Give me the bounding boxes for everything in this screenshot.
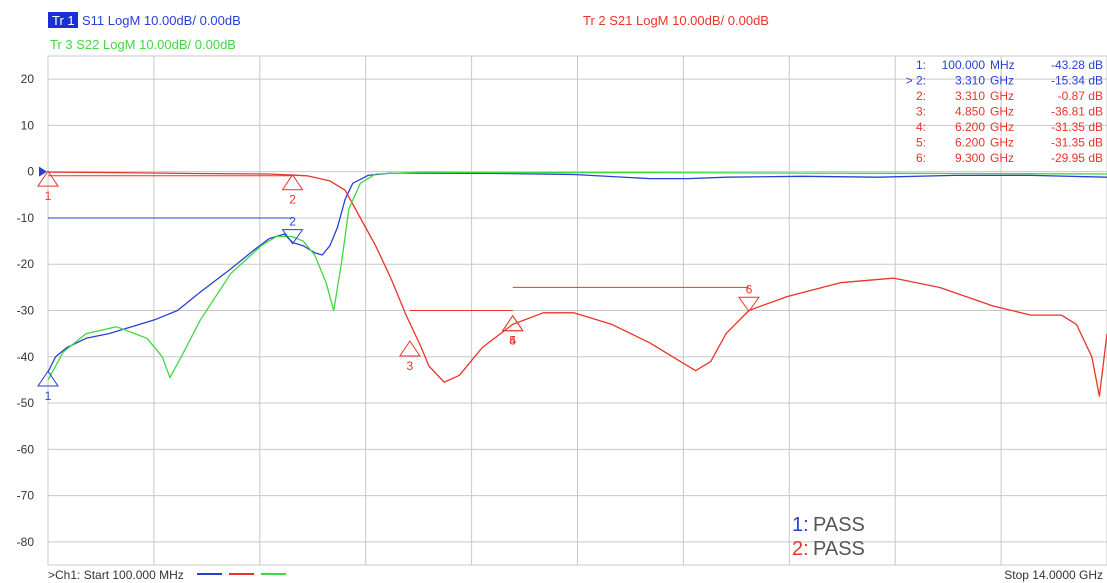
marker-5-s21[interactable]: 5 (501, 314, 524, 348)
marker-value: -0.87 dB (1058, 89, 1103, 103)
marker-table-row[interactable]: 5: 6.200 GHz -31.35 dB (916, 136, 1103, 150)
limit-test-number: 1: (792, 514, 809, 536)
y-tick-label: -80 (17, 535, 35, 549)
marker-freq: 100.000 (942, 58, 986, 72)
marker-6-s21[interactable]: 6 (737, 282, 760, 313)
y-tick-label: -30 (17, 304, 35, 318)
marker-label: 1 (45, 389, 52, 403)
stop-label[interactable]: Stop 14.0000 GHz (1004, 568, 1103, 582)
marker-1-s21[interactable]: 1 (37, 170, 59, 203)
marker-id: 4: (916, 120, 926, 134)
channel-label[interactable]: >Ch1: Start 100.000 MHz (48, 568, 184, 582)
tr2-label[interactable]: Tr 2 S21 LogM 10.00dB/ 0.00dB (583, 13, 769, 28)
y-tick-label: -50 (17, 396, 35, 410)
marker-unit: GHz (990, 105, 1014, 119)
y-tick-label: -10 (17, 211, 35, 225)
grid (47, 55, 1107, 566)
s22-trace (47, 171, 1107, 381)
limit-test-result-2: 2: PASS (792, 538, 865, 560)
tr1-badge-text: Tr 1 (52, 13, 75, 28)
marker-freq: 6.200 (955, 136, 985, 150)
markers: 1 1 2 2 3 45 6 (37, 166, 760, 403)
marker-id: 3: (916, 105, 926, 119)
marker-triangle-icon (37, 370, 59, 387)
marker-freq: 6.200 (955, 120, 985, 134)
s11-trace (47, 172, 1107, 373)
y-tick-label: 20 (21, 72, 35, 86)
active-marker-arrow-icon (39, 166, 47, 177)
marker-value: -31.35 dB (1051, 136, 1103, 150)
marker-label: 1 (45, 189, 52, 203)
tr1-label[interactable]: S11 LogM 10.00dB/ 0.00dB (82, 13, 241, 28)
marker-1-s11[interactable]: 1 (37, 370, 59, 403)
marker-value: -15.34 dB (1051, 74, 1103, 88)
marker-id: > 2: (906, 74, 926, 88)
marker-triangle-icon (501, 314, 524, 332)
marker-value: -29.95 dB (1051, 151, 1103, 165)
marker-unit: GHz (990, 89, 1014, 103)
marker-triangle-icon (737, 296, 760, 313)
marker-id: 2: (916, 89, 926, 103)
marker-table-row[interactable]: > 2: 3.310 GHz -15.34 dB (906, 74, 1103, 88)
marker-freq: 9.300 (955, 151, 985, 165)
marker-table-row[interactable]: 3: 4.850 GHz -36.81 dB (916, 105, 1103, 119)
marker-unit: GHz (990, 151, 1014, 165)
marker-freq: 4.850 (955, 105, 985, 119)
marker-table-row[interactable]: 2: 3.310 GHz -0.87 dB (916, 89, 1103, 103)
y-tick-label: 10 (21, 118, 35, 132)
marker-triangle-icon (281, 229, 304, 245)
limit-test-status: PASS (813, 538, 865, 560)
marker-triangle-icon (398, 340, 421, 357)
s21-trace (47, 171, 1107, 397)
y-axis-ticks: 20 10 0 -10 -20 -30 -40 -50 -60 -70 -80 (17, 72, 35, 549)
marker-unit: GHz (990, 120, 1014, 134)
limit-test-result-1: 1: PASS (792, 514, 865, 536)
marker-reference-lines (48, 175, 749, 311)
limit-test-number: 2: (792, 538, 809, 560)
marker-value: -43.28 dB (1051, 58, 1103, 72)
y-tick-label: -60 (17, 442, 35, 456)
marker-freq: 3.310 (955, 74, 985, 88)
marker-label: 4 (509, 334, 516, 348)
marker-label: 3 (407, 359, 414, 373)
y-tick-label: 0 (27, 165, 34, 179)
tr1-badge[interactable] (48, 12, 78, 28)
marker-label: 2 (289, 215, 296, 229)
marker-label: 6 (746, 282, 753, 296)
marker-table-row[interactable]: 1: 100.000 MHz -43.28 dB (916, 58, 1103, 72)
limit-test-status: PASS (813, 514, 865, 536)
marker-3-s21[interactable]: 3 (398, 340, 421, 373)
y-tick-label: -20 (17, 257, 35, 271)
tr3-label[interactable]: Tr 3 S22 LogM 10.00dB/ 0.00dB (50, 37, 236, 52)
traces (47, 171, 1107, 397)
marker-triangle-icon (501, 314, 524, 332)
marker-label: 2 (289, 193, 296, 207)
marker-2-s21[interactable]: 2 (281, 173, 304, 207)
marker-freq: 3.310 (955, 89, 985, 103)
marker-label: 5 (509, 334, 516, 348)
marker-id: 1: (916, 58, 926, 72)
marker-triangle-icon (37, 170, 59, 187)
y-tick-label: -40 (17, 350, 35, 364)
marker-id: 5: (916, 136, 926, 150)
y-tick-label: -70 (17, 489, 35, 503)
marker-unit: GHz (990, 136, 1014, 150)
marker-value: -36.81 dB (1051, 105, 1103, 119)
marker-id: 6: (916, 151, 926, 165)
marker-unit: MHz (990, 58, 1015, 72)
marker-value: -31.35 dB (1051, 120, 1103, 134)
marker-unit: GHz (990, 74, 1014, 88)
marker-triangle-icon (281, 173, 304, 191)
marker-table-row[interactable]: 4: 6.200 GHz -31.35 dB (916, 120, 1103, 134)
marker-2-s11[interactable]: 2 (281, 215, 304, 245)
marker-table-row[interactable]: 6: 9.300 GHz -29.95 dB (916, 151, 1103, 165)
marker-table: 1: 100.000 MHz -43.28 dB > 2: 3.310 GHz -15.34 … (906, 58, 1103, 165)
